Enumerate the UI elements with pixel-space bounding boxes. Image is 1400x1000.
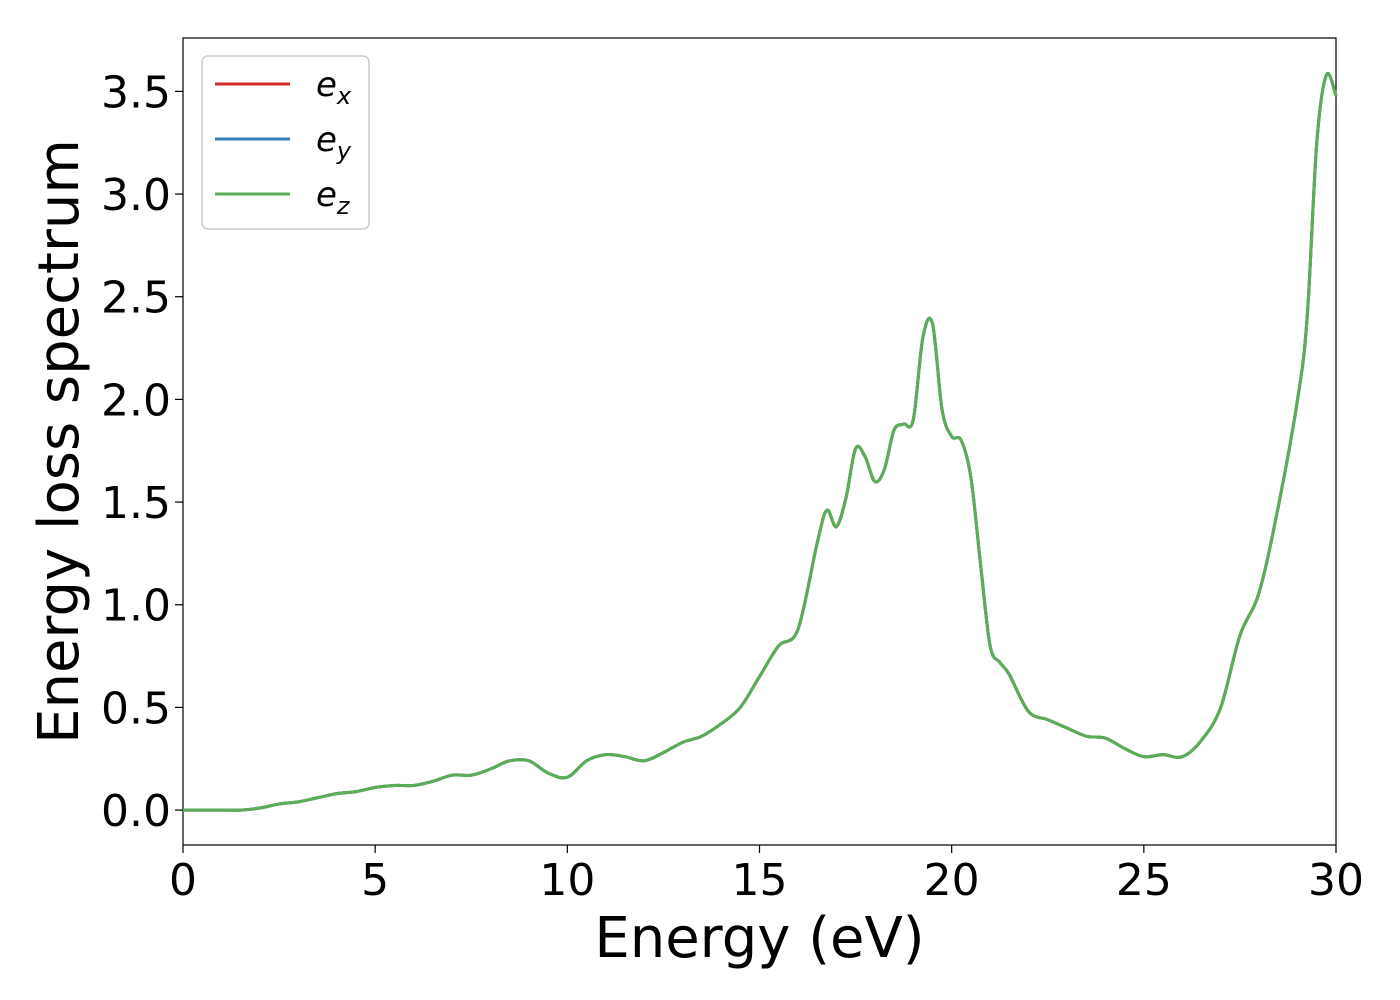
x-tick-label: 20: [924, 855, 980, 906]
y-tick-label: 3.5: [101, 67, 171, 118]
legend-label-base: e: [316, 175, 337, 215]
x-axis-title: Energy (eV): [594, 906, 924, 971]
legend-label-base: e: [316, 65, 337, 105]
x-axis-ticks: 0 5 10 15 20 25 30: [169, 845, 1364, 906]
y-axis-ticks: 0.0 0.5 1.0 1.5 2.0 2.5 3.0 3.5: [101, 67, 183, 837]
y-tick-label: 1.0: [101, 581, 171, 632]
x-tick-label: 10: [539, 855, 595, 906]
legend-box: [201, 55, 370, 230]
legend-label-x: ex: [316, 65, 352, 110]
legend-label-y: ey: [316, 120, 352, 165]
y-tick-label: 0.0: [101, 786, 171, 837]
series-line-z: [181, 71, 1338, 812]
y-axis-title: Energy loss spectrum: [27, 139, 92, 744]
x-tick-label: 15: [732, 855, 788, 906]
series-layer: [181, 71, 1338, 812]
y-tick-label: 2.0: [101, 375, 171, 426]
x-tick-label: 25: [1116, 855, 1172, 906]
x-tick-label: 0: [169, 855, 197, 906]
legend-label-subscript: x: [336, 82, 352, 110]
x-tick-label: 5: [361, 855, 389, 906]
y-tick-label: 2.5: [101, 273, 171, 324]
y-tick-label: 1.5: [101, 478, 171, 529]
y-tick-label: 0.5: [101, 683, 171, 734]
legend-label-z: ez: [316, 175, 351, 220]
y-tick-label: 3.0: [101, 170, 171, 221]
x-tick-label: 30: [1308, 855, 1364, 906]
legend-label-subscript: z: [336, 192, 351, 220]
legend-label-base: e: [316, 120, 337, 160]
legend-label-subscript: y: [336, 137, 352, 165]
